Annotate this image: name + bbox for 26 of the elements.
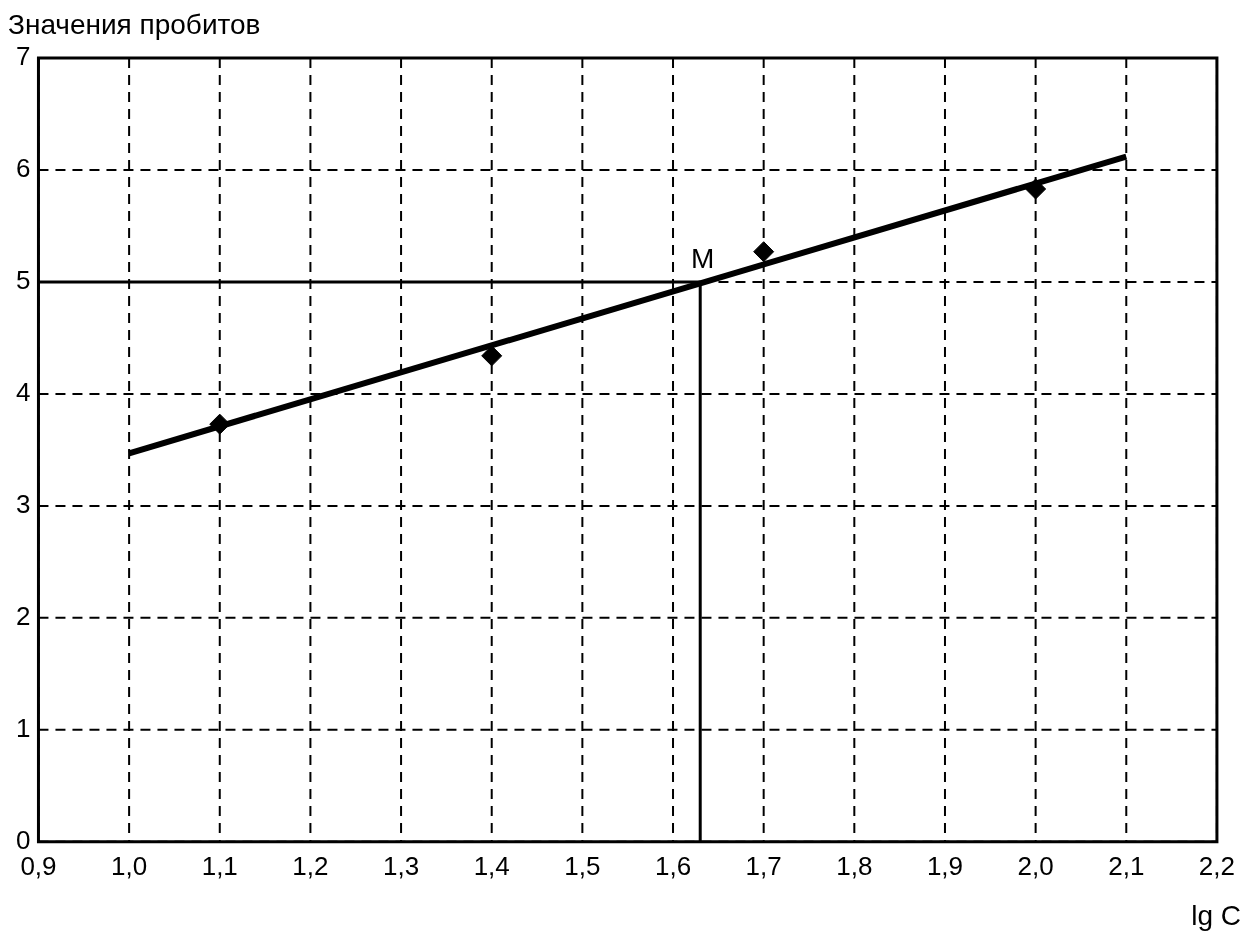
x-tick-label: 1,3 xyxy=(382,850,420,881)
x-tick-label: 1,1 xyxy=(201,850,238,881)
x-tick-label: 1,0 xyxy=(111,850,148,881)
x-tick-label: 1,2 xyxy=(292,850,329,881)
x-tick-label: 1,6 xyxy=(654,850,692,881)
x-tick-label: 2,1 xyxy=(1108,850,1145,881)
annotation: M xyxy=(690,242,715,274)
y-tick-label: 4 xyxy=(15,377,31,408)
x-tick-label: 2,2 xyxy=(1198,850,1236,881)
x-tick-label: 1,5 xyxy=(564,850,601,881)
y-tick-label: 7 xyxy=(15,41,31,72)
x-axis-title: lg C xyxy=(1191,899,1241,931)
x-tick-label: 1,7 xyxy=(745,850,782,881)
point xyxy=(1025,178,1047,200)
point xyxy=(753,241,775,263)
x-tick-label: 1,8 xyxy=(836,850,873,881)
y-tick-label: 3 xyxy=(15,489,31,520)
y-tick-label: 5 xyxy=(15,265,31,296)
y-tick-label: 2 xyxy=(15,601,31,632)
y-axis-title: Значения пробитов xyxy=(8,8,261,40)
y-tick-label: 1 xyxy=(15,713,31,743)
x-tick-label: 2,0 xyxy=(1017,850,1054,881)
x-tick-label: 1,4 xyxy=(473,850,510,881)
point xyxy=(481,345,503,367)
y-tick-label: 6 xyxy=(15,153,31,184)
x-tick-label: 1,9 xyxy=(926,850,964,881)
